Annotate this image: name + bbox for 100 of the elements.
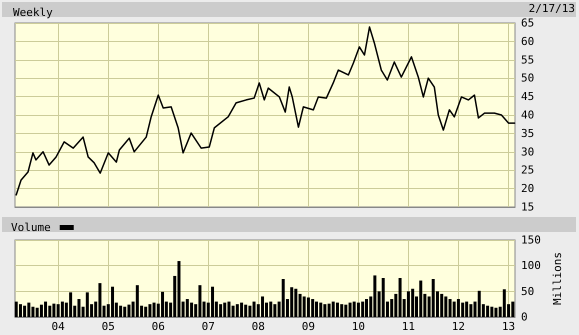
y-axis-title: Millions [550,252,564,305]
bar [502,289,506,317]
bar [18,304,22,317]
bar [365,299,368,317]
bar [452,302,456,317]
line-series [15,26,516,196]
bar [465,302,468,317]
bar [31,306,34,317]
bar [302,296,306,317]
bar [236,304,239,317]
y-tick-label: 30 [521,145,534,158]
bar [273,304,276,317]
x-tick-label: 04 [52,320,66,333]
bar [332,302,335,317]
bar [36,308,39,317]
y-tick-label: 55 [521,53,534,66]
bar [311,299,314,317]
y-tick-label: 150 [521,234,541,246]
bar [69,292,72,317]
bar [40,304,43,317]
bar [98,283,102,317]
bar [419,280,422,317]
bar [111,286,114,317]
bar [432,279,435,317]
x-tick-label: 06 [152,320,165,333]
bar [198,285,202,317]
bar [77,299,80,317]
bar [294,288,298,317]
bar [86,292,89,317]
text: 2/17/13 [528,2,575,15]
bar [27,302,30,317]
x-tick-label: 10 [352,320,366,333]
x-tick-label: 07 [202,320,215,333]
bar [456,299,460,317]
bar [127,304,130,317]
x-tick-label: 05 [102,320,115,333]
bar [227,302,230,317]
legend-label: Volume [10,221,51,234]
x-tick-label: 12 [452,320,466,333]
y-tick-label: 15 [521,200,534,214]
bar [478,290,481,317]
bar [232,306,235,317]
bar [494,308,498,317]
bar [340,304,344,317]
bar [252,302,256,317]
bar [361,302,364,317]
bar [60,302,64,317]
y-tick-label: 20 [521,182,534,196]
bar [282,279,285,317]
bar [223,302,226,317]
y-tick-label: 60 [521,34,534,48]
bar [373,275,376,317]
bar [136,285,139,317]
bar [486,306,490,317]
bar [406,291,410,317]
bar [356,302,360,317]
bar [186,299,189,317]
bar [144,306,148,317]
bar [152,302,156,317]
bar [336,302,339,317]
bar [398,278,402,317]
bar [348,302,352,317]
bar [190,302,194,317]
bar [306,297,310,317]
bar [344,304,348,317]
bar [219,304,222,317]
y-tick-label: 100 [521,259,541,272]
bar [440,294,444,317]
bar [248,306,252,317]
bar [469,304,472,317]
y-tick-label: 50 [521,72,534,85]
y-tick-label: 50 [521,284,534,298]
x-tick-label: 08 [252,320,265,333]
bar [461,302,464,317]
bar [411,288,414,317]
y-tick-label: 35 [521,126,534,140]
bar [14,302,18,317]
bar [123,306,126,317]
bar [52,304,56,317]
bar [44,302,48,317]
bar [269,302,272,317]
bar [23,306,26,317]
y-tick-label: 0 [521,310,528,324]
bar [448,299,452,317]
bar [161,292,164,317]
y-tick-label: 65 [521,16,534,30]
x-tick-label: 11 [402,320,416,333]
bar [261,296,264,317]
bar [444,296,448,317]
bar [315,302,318,317]
x-tick-label: 09 [302,320,316,333]
bar [244,304,248,317]
bar [490,306,494,317]
x-tick-label: 13 [502,320,516,333]
bar [290,287,294,317]
bar [177,261,180,317]
bar [382,278,385,317]
bar [211,286,214,317]
bar [148,304,152,317]
bar [319,302,322,317]
